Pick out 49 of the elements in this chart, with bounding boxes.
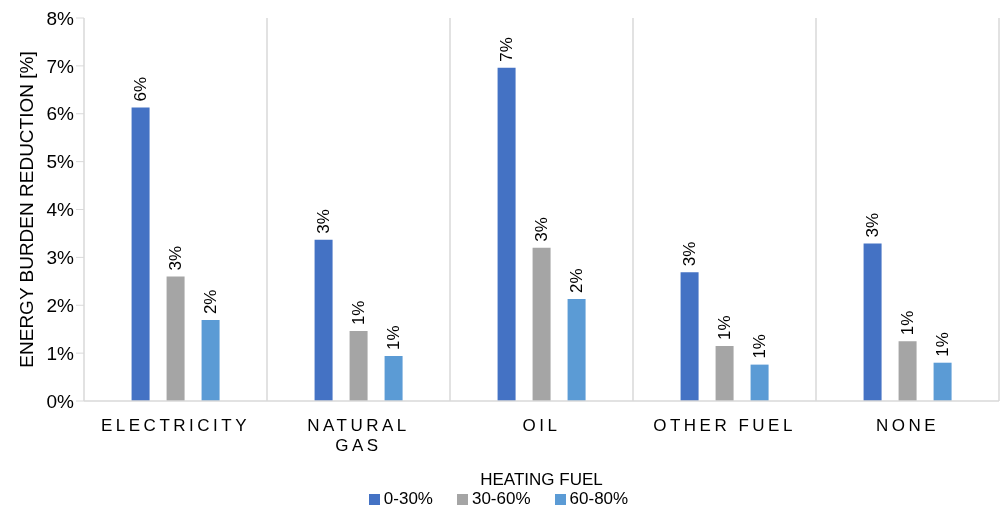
data-label: 2% (567, 268, 587, 294)
bar (715, 345, 734, 401)
data-label: 1% (384, 325, 404, 350)
bar (532, 247, 551, 401)
data-label: 1% (715, 315, 735, 340)
x-tick-label: ELECTRICITY (100, 416, 251, 435)
data-label: 3% (166, 245, 186, 271)
bar (567, 299, 586, 401)
x-tick-label: NATURAL GAS (307, 416, 410, 455)
data-label: 3% (680, 241, 700, 267)
data-label: 6% (131, 76, 151, 102)
x-axis-title: HEATING FUEL (480, 470, 603, 489)
data-label: 3% (314, 209, 334, 234)
bar (933, 362, 952, 401)
bar (314, 239, 333, 401)
data-label: 1% (349, 300, 369, 326)
y-tick-label: 7% (46, 55, 75, 77)
y-tick-label: 1% (46, 342, 75, 364)
bar (898, 341, 917, 401)
y-tick-label: 5% (46, 151, 75, 173)
y-tick-label: 6% (46, 103, 75, 125)
x-tick-label: OTHER FUEL (653, 416, 796, 435)
bar (131, 107, 150, 401)
bar (201, 320, 220, 401)
legend-label: 60-80% (569, 489, 629, 508)
data-label: 3% (863, 212, 883, 238)
bar (750, 364, 769, 401)
y-axis-title: ENERGY BURDEN REDUCTION [%] (15, 51, 37, 368)
bar (863, 243, 882, 401)
data-label: 1% (933, 332, 953, 357)
legend-label: 0-30% (383, 489, 433, 508)
data-label: 2% (201, 289, 221, 315)
bar (680, 272, 699, 401)
bar (384, 356, 403, 401)
y-tick-label: 0% (46, 390, 75, 412)
y-tick-label: 8% (46, 7, 75, 29)
x-tick-label: OIL (522, 416, 561, 435)
bar (349, 331, 368, 401)
x-tick-label: NONE (875, 416, 940, 435)
y-tick-label: 4% (46, 199, 75, 221)
y-tick-label: 2% (46, 294, 75, 316)
data-label: 3% (532, 217, 552, 242)
data-label: 1% (750, 334, 770, 359)
data-label: 7% (497, 37, 517, 62)
data-label: 1% (898, 310, 918, 336)
legend-label: 30-60% (471, 489, 531, 508)
bar (497, 67, 516, 401)
y-tick-label: 3% (46, 247, 75, 269)
bar (166, 276, 185, 401)
